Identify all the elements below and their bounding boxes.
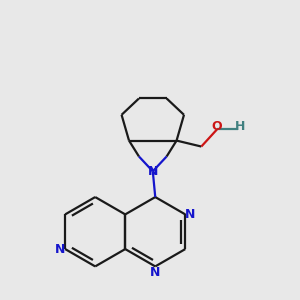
Text: N: N xyxy=(150,266,160,279)
Text: N: N xyxy=(185,208,195,221)
Text: H: H xyxy=(235,120,246,133)
Text: N: N xyxy=(55,243,65,256)
Text: N: N xyxy=(148,165,158,178)
Text: O: O xyxy=(212,120,223,133)
